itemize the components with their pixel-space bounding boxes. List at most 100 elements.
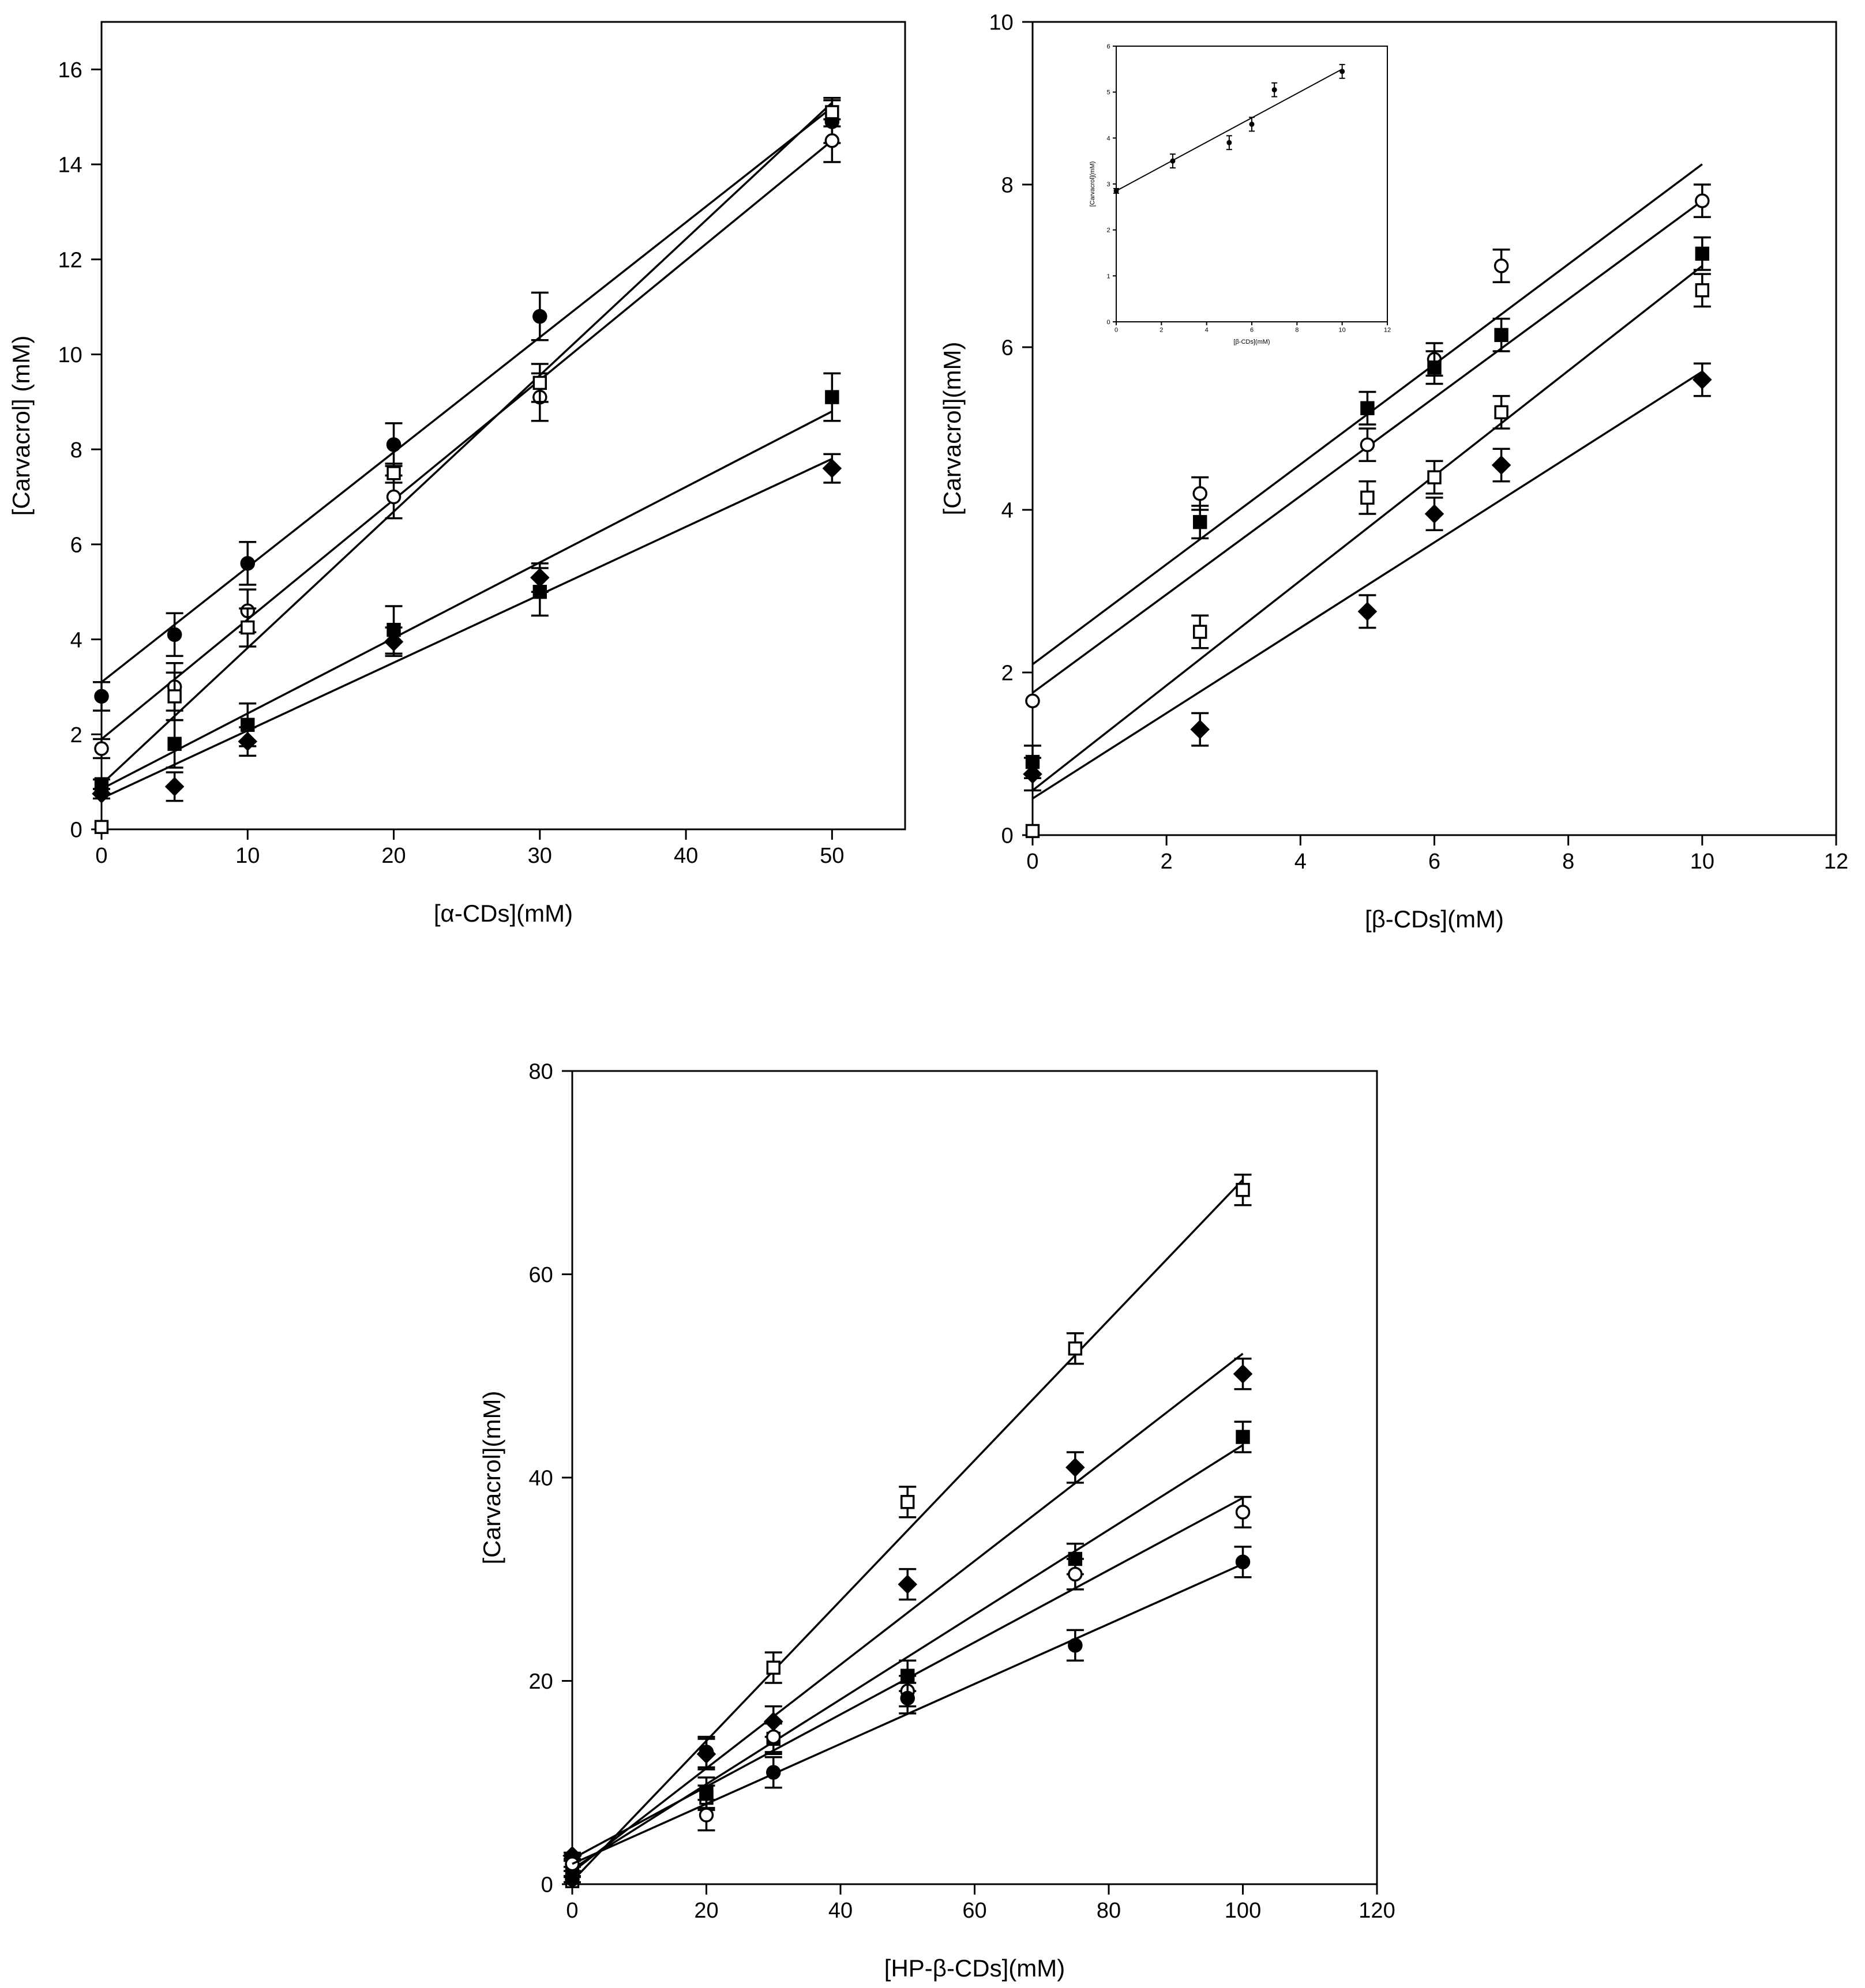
filled-circle-marker <box>240 556 256 571</box>
beta-x-tick-label: 6 <box>1428 850 1440 874</box>
beta-y-tick-label: 0 <box>1001 824 1014 848</box>
hp-x-tick-label: 80 <box>1097 1899 1121 1923</box>
alpha-series-filled-circle <box>93 99 841 712</box>
hp-x-tick-label: 20 <box>694 1899 718 1923</box>
filled-diamond-marker <box>1693 370 1712 390</box>
alpha-series-open-circle <box>93 118 841 760</box>
filled-diamond-marker <box>1065 1457 1085 1478</box>
inset-y-tick-label: 2 <box>1106 227 1110 234</box>
filled-diamond-marker <box>822 459 842 478</box>
open-square-marker <box>167 689 182 704</box>
open-square-marker <box>1193 625 1207 639</box>
inset-y-tick-label: 0 <box>1106 319 1110 326</box>
alpha-fit-line <box>101 458 833 800</box>
open-square-marker <box>1236 1183 1250 1197</box>
inset-y-tick-label: 4 <box>1106 135 1110 142</box>
filled-circle-marker <box>766 1765 781 1780</box>
filled-diamond-marker <box>384 632 404 652</box>
inset-fit-line <box>1116 68 1343 191</box>
alpha-x-tick-label: 30 <box>528 844 552 868</box>
hp-y-tick-label: 20 <box>529 1670 553 1694</box>
hp-x-tick-label: 120 <box>1359 1899 1395 1923</box>
hp-series-filled-diamond <box>562 1352 1253 1873</box>
beta-fit-line <box>1031 265 1703 791</box>
beta-y-tick-label: 6 <box>1001 336 1014 360</box>
alpha-series-filled-diamond <box>92 453 842 804</box>
open-circle-marker <box>1493 258 1509 273</box>
hp-x-tick-label: 60 <box>962 1899 986 1923</box>
filled-square-marker <box>1427 360 1442 375</box>
inset-x-tick-label: 12 <box>1384 327 1391 334</box>
filled-diamond-marker <box>898 1574 918 1594</box>
alpha-y-tick-label: 8 <box>70 438 82 463</box>
alpha-y-tick-label: 14 <box>58 153 82 178</box>
open-circle-marker <box>1192 486 1207 501</box>
filled-diamond-marker <box>1491 455 1511 475</box>
open-circle-marker <box>1068 1566 1083 1582</box>
alpha-y-axis-label: [Carvacrol] (mM) <box>7 336 35 516</box>
inset-y-tick-label: 5 <box>1106 89 1110 96</box>
inset-x-tick-label: 6 <box>1250 327 1254 334</box>
alpha-x-tick-label: 20 <box>381 844 406 868</box>
alpha-x-tick-label: 0 <box>95 844 107 868</box>
open-circle-marker <box>1695 193 1710 208</box>
beta-cd-inset-chart: 0 2 4 6 8 10 120123456[β-CDs](mM)[Carvacrol](m… <box>1089 43 1391 345</box>
beta-series-filled-diamond <box>1023 362 1712 800</box>
open-circle-marker <box>766 1729 781 1745</box>
alpha-fit-line <box>100 102 833 786</box>
filled-circle-marker <box>565 1871 580 1886</box>
filled-diamond-marker <box>164 777 185 796</box>
open-square-marker <box>386 466 401 480</box>
beta-series-open-square <box>1025 265 1711 839</box>
filled-diamond-marker <box>238 731 258 751</box>
beta-x-tick-label: 0 <box>1026 850 1038 874</box>
open-circle-marker <box>699 1807 714 1822</box>
alpha-fit-line <box>100 140 833 740</box>
open-square-marker <box>1695 283 1710 298</box>
hp-y-tick-label: 60 <box>529 1263 553 1287</box>
beta-x-tick-label: 10 <box>1690 850 1714 874</box>
open-circle-marker <box>1025 693 1040 709</box>
beta-x-tick-label: 2 <box>1161 850 1173 874</box>
filled-square-marker <box>1193 514 1207 529</box>
filled-circle-marker <box>1235 1554 1251 1570</box>
beta-y-axis-label: [Carvacrol](mM) <box>939 342 966 516</box>
alpha-x-axis-label: [α-CDs](mM) <box>434 900 573 927</box>
alpha-y-tick-label: 4 <box>70 628 82 652</box>
beta-y-tick-label: 10 <box>989 11 1014 35</box>
filled-square-marker <box>1236 1430 1250 1444</box>
alpha-x-tick-label: 50 <box>820 844 844 868</box>
hp-x-tick-label: 40 <box>828 1899 853 1923</box>
filled-circle-marker <box>532 309 547 324</box>
filled-circle-marker <box>167 627 182 642</box>
open-square-marker <box>1068 1341 1083 1356</box>
open-square-marker <box>94 820 109 835</box>
filled-diamond-marker <box>1190 719 1210 739</box>
open-circle-marker <box>94 741 109 756</box>
alpha-fit-line <box>100 106 833 683</box>
filled-square-marker <box>825 390 839 404</box>
alpha-cd-chart: 0 10 20 30 40 50 0 2 4 6 8 10 12 14 16 [α-CDs](mM) [Carv… <box>7 21 906 927</box>
inset-x-tick-label: 2 <box>1159 327 1163 334</box>
inset-y-tick-label: 1 <box>1106 273 1110 280</box>
hp-series-open-circle <box>564 1495 1252 1871</box>
hp-fit-line <box>571 1352 1244 1873</box>
filled-circle-marker <box>900 1690 915 1706</box>
alpha-y-tick-label: 0 <box>70 818 82 843</box>
beta-y-tick-label: 4 <box>1001 499 1014 523</box>
hp-y-tick-label: 0 <box>541 1873 553 1897</box>
inset-x-tick-label: 4 <box>1205 327 1209 334</box>
alpha-y-tick-label: 10 <box>58 343 82 367</box>
filled-square-marker <box>1494 328 1508 343</box>
open-circle-marker <box>1360 437 1375 452</box>
inset-x-tick-label: 10 <box>1339 327 1346 334</box>
open-square-marker <box>900 1495 915 1509</box>
alpha-x-tick-label: 10 <box>235 844 260 868</box>
open-square-marker <box>766 1660 780 1675</box>
beta-x-tick-label: 8 <box>1562 850 1574 874</box>
beta-x-tick-label: 4 <box>1294 850 1307 874</box>
inset-x-tick-label: 0 <box>1115 327 1118 334</box>
open-square-marker <box>825 105 839 119</box>
filled-circle-marker <box>1249 121 1255 127</box>
